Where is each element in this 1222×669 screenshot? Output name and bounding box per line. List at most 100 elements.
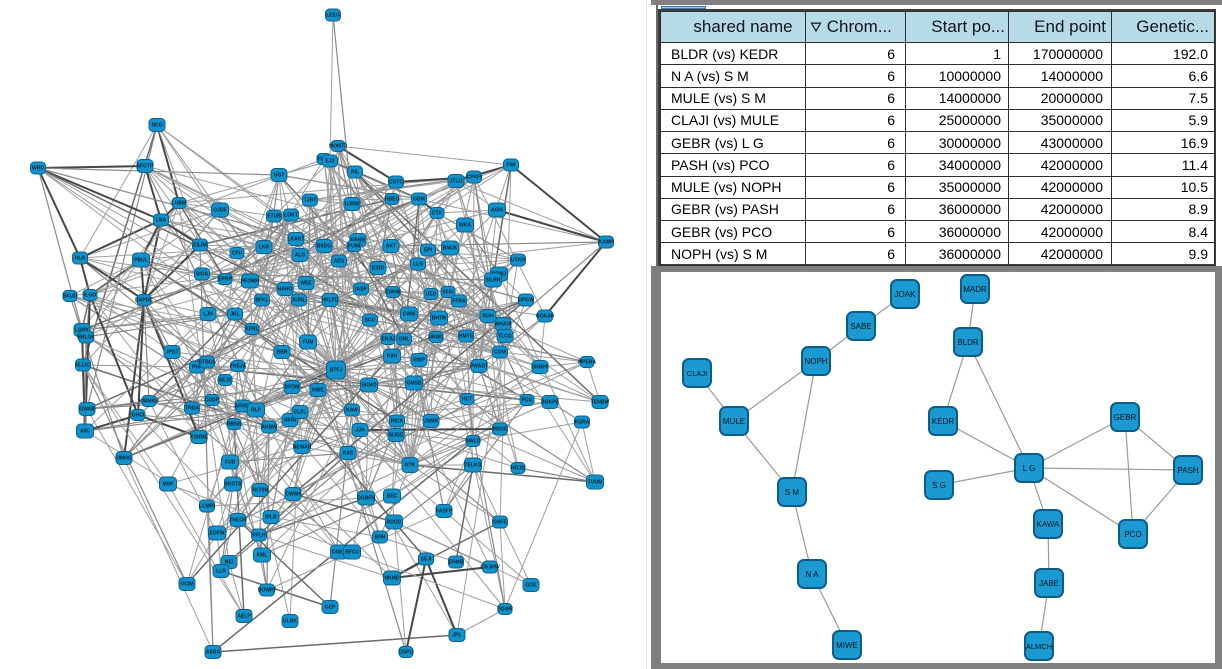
svg-text:ONEB: ONEB [332, 550, 347, 556]
svg-text:IPLR: IPLR [265, 515, 277, 521]
svg-text:LOKT: LOKT [284, 213, 298, 219]
svg-text:ICRIL: ICRIL [292, 298, 305, 304]
svg-text:LLN: LLN [413, 262, 423, 268]
svg-text:SIOA: SIOA [196, 272, 209, 278]
svg-text:IEJJC: IEJJC [76, 363, 90, 369]
svg-text:OCIM: OCIM [180, 582, 193, 588]
svg-text:GMSB: GMSB [407, 381, 422, 387]
svg-text:KSNME: KSNME [190, 435, 209, 441]
svg-text:LKR: LKR [259, 245, 270, 251]
svg-text:CWM: CWM [403, 312, 416, 318]
svg-text:JOAK: JOAK [895, 290, 917, 299]
svg-text:EPRP: EPRP [218, 277, 232, 283]
svg-text:KPRL: KPRL [245, 327, 259, 333]
svg-text:EJJ: EJJ [326, 159, 335, 165]
svg-text:GTBGL: GTBGL [198, 360, 216, 366]
svg-text:IASP: IASP [355, 287, 367, 293]
svg-text:GHCI: GHCI [132, 413, 145, 419]
svg-text:KML: KML [257, 553, 268, 559]
svg-text:SEJI: SEJI [421, 557, 432, 563]
svg-text:FFRA: FFRA [452, 299, 466, 305]
svg-text:AFHSE: AFHSE [235, 404, 253, 410]
svg-text:RKTSM: RKTSM [251, 488, 269, 494]
svg-text:SKNI: SKNI [284, 418, 297, 424]
svg-text:LJH: LJH [203, 312, 213, 318]
svg-text:BFOJ: BFOJ [345, 550, 359, 556]
svg-text:KAS: KAS [343, 451, 354, 457]
svg-text:SILRR: SILRR [486, 278, 501, 284]
svg-text:NEWAH: NEWAH [293, 445, 312, 451]
svg-text:KOH: KOH [482, 314, 494, 320]
svg-text:KAW: KAW [346, 408, 358, 414]
svg-text:NTK: NTK [405, 463, 416, 469]
svg-text:HAHO: HAHO [278, 287, 293, 293]
svg-text:UMHG: UMHG [116, 456, 131, 462]
svg-text:HKLFD: HKLFD [322, 298, 339, 304]
svg-text:WRD: WRD [32, 166, 44, 172]
svg-text:OGKAD: OGKAD [536, 314, 555, 320]
svg-text:MSGE: MSGE [493, 427, 508, 433]
svg-text:EPI: EPI [424, 248, 433, 254]
svg-text:MULE: MULE [723, 417, 745, 426]
svg-text:MIWE: MIWE [836, 641, 858, 650]
svg-text:KAWA: KAWA [1037, 520, 1061, 529]
svg-text:MADR: MADR [963, 285, 987, 294]
svg-text:PCO: PCO [1124, 530, 1141, 539]
svg-text:EWJHW: EWJHW [480, 565, 499, 571]
svg-text:JPGT: JPGT [165, 350, 178, 356]
svg-text:COM: COM [494, 350, 506, 356]
svg-text:MOMTJ: MOMTJ [329, 144, 347, 150]
svg-text:NKMD: NKMD [385, 576, 400, 582]
svg-text:BNH: BNH [375, 535, 386, 541]
svg-text:GEP: GEP [325, 605, 336, 611]
svg-text:CWSH: CWSH [285, 492, 301, 498]
svg-text:NCO: NCO [151, 123, 162, 129]
svg-text:SWLO: SWLO [466, 439, 481, 445]
svg-text:TNDA: TNDA [185, 406, 199, 412]
svg-text:GOE: GOE [525, 583, 537, 589]
svg-text:CGTC: CGTC [389, 180, 404, 186]
svg-text:L G: L G [1023, 464, 1036, 473]
svg-text:ETUB: ETUB [267, 214, 281, 220]
svg-text:JJH: JJH [355, 428, 365, 434]
svg-text:AKT: AKT [386, 244, 396, 250]
svg-text:EOFW: EOFW [210, 531, 225, 537]
svg-text:KGRA: KGRA [575, 420, 590, 426]
svg-text:N A: N A [806, 570, 820, 579]
svg-text:ASGA: ASGA [206, 650, 221, 656]
svg-text:PBUL: PBUL [134, 258, 148, 264]
svg-text:OPGW: OPGW [518, 298, 534, 304]
svg-text:SABE: SABE [850, 322, 871, 331]
svg-text:PHF: PHF [192, 365, 202, 371]
svg-text:RDOD: RDOD [387, 520, 402, 526]
svg-text:RWP: RWP [413, 358, 425, 364]
svg-text:AIIC: AIIC [80, 429, 90, 435]
svg-text:RICK: RICK [391, 419, 404, 425]
svg-text:JPL: JPL [452, 633, 461, 639]
svg-text:KEDR: KEDR [932, 417, 954, 426]
svg-text:BTFJ: BTFJ [330, 368, 343, 374]
svg-text:AGIS: AGIS [491, 208, 504, 214]
svg-text:JABE: JABE [1039, 579, 1059, 588]
svg-text:TJBT: TJBT [304, 198, 317, 204]
svg-text:NEI: NEI [225, 560, 234, 566]
svg-text:HCT: HCT [462, 397, 472, 403]
svg-text:BEC: BEC [387, 494, 398, 500]
svg-text:JTLO: JTLO [450, 179, 463, 185]
svg-text:WHAIA: WHAIA [495, 322, 512, 328]
svg-text:LCMRI: LCMRI [199, 504, 215, 510]
svg-text:NOPH: NOPH [804, 357, 827, 366]
svg-text:BLDR: BLDR [957, 338, 979, 347]
svg-text:BSDG: BSDG [317, 244, 332, 250]
svg-text:HMTE: HMTE [459, 334, 474, 340]
svg-text:DGWR: DGWR [497, 607, 513, 613]
svg-text:PFOMH: PFOMH [241, 279, 259, 285]
svg-text:AKBW: AKBW [261, 425, 277, 431]
svg-text:SFGTP: SFGTP [137, 164, 154, 170]
svg-text:CDDP: CDDP [205, 398, 220, 404]
svg-text:SKOTA: SKOTA [224, 482, 242, 488]
svg-text:PUMI: PUMI [348, 244, 361, 250]
svg-text:OJDE: OJDE [213, 208, 227, 214]
svg-text:S G: S G [932, 481, 946, 490]
svg-text:EHMB: EHMB [449, 560, 464, 566]
